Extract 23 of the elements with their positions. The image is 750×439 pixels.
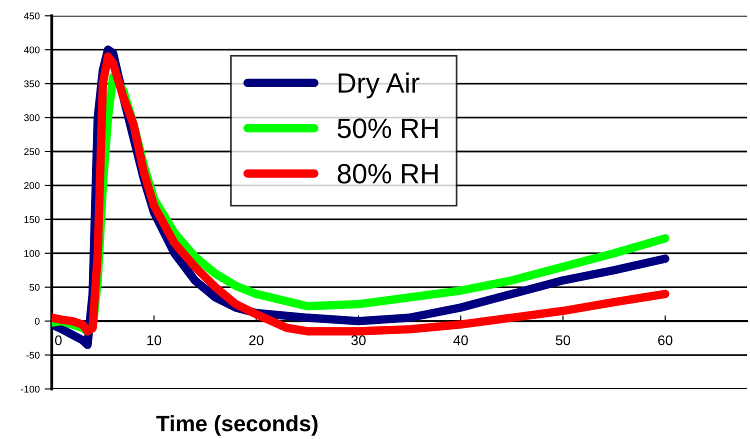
y-tick-label: 0 bbox=[34, 318, 40, 325]
x-tick-label: 50 bbox=[556, 335, 570, 346]
y-tick-label: 250 bbox=[24, 148, 40, 156]
legend-label: Dry Air bbox=[338, 72, 420, 98]
y-tick-label: 150 bbox=[24, 216, 40, 223]
y-tick-label: 200 bbox=[24, 182, 40, 190]
y-tick-label: 300 bbox=[24, 114, 40, 122]
x-tick-label: 0 bbox=[55, 335, 62, 346]
legend-label: 50% RH bbox=[338, 118, 438, 138]
y-tick-label: 400 bbox=[24, 46, 40, 54]
y-tick-label: -100 bbox=[20, 386, 40, 393]
x-tick-label: 60 bbox=[658, 335, 672, 346]
y-tick-label: -50 bbox=[26, 352, 40, 359]
x-tick-label: 40 bbox=[453, 335, 468, 346]
x-tick-label: 30 bbox=[351, 335, 366, 346]
x-tick-label: 10 bbox=[147, 335, 162, 346]
x-tick-label: 20 bbox=[249, 335, 264, 346]
x-axis-title: Time (seconds) bbox=[156, 415, 318, 436]
legend-label: 80% RH bbox=[338, 164, 438, 184]
y-tick-label: 350 bbox=[24, 80, 40, 88]
y-tick-label: 50 bbox=[30, 284, 40, 291]
y-tick-label: 450 bbox=[24, 12, 40, 20]
y-tick-label: 100 bbox=[24, 250, 40, 257]
